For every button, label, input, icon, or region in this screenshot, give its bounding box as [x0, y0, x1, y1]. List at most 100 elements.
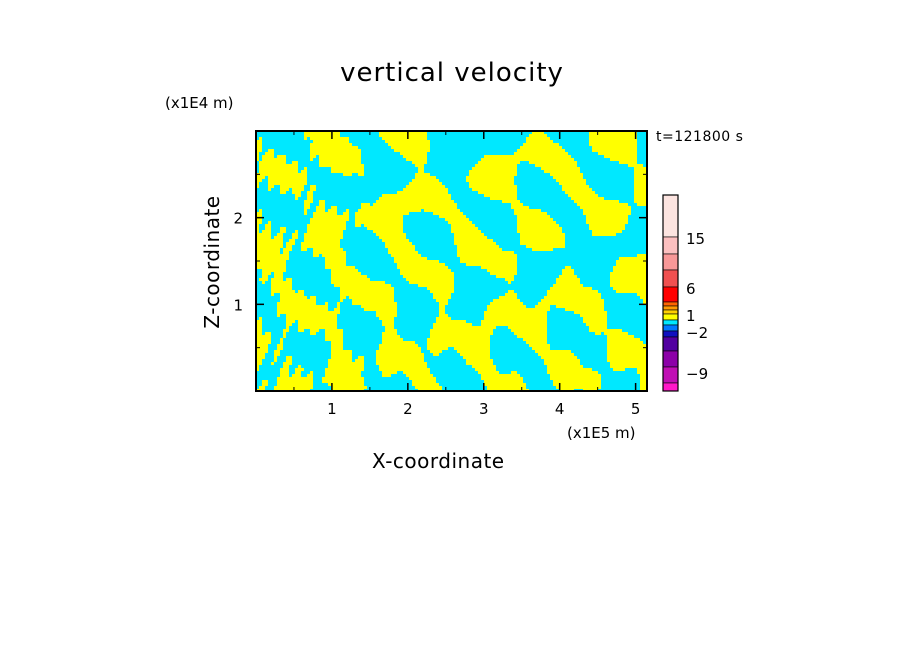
positive-velocity-cell: [301, 248, 307, 251]
positive-velocity-cell: [340, 293, 394, 296]
positive-velocity-cell: [301, 245, 340, 248]
positive-velocity-cell: [256, 257, 289, 260]
positive-velocity-cell: [256, 218, 262, 221]
positive-velocity-cell: [391, 146, 430, 149]
positive-velocity-cell: [259, 317, 262, 320]
positive-velocity-cell: [295, 371, 301, 374]
positive-velocity-cell: [256, 263, 286, 266]
positive-velocity-cell: [481, 320, 547, 323]
positive-velocity-cell: [592, 233, 616, 236]
positive-velocity-cell: [583, 212, 631, 215]
positive-velocity-cell: [403, 371, 430, 374]
positive-velocity-cell: [439, 308, 445, 311]
positive-velocity-cell: [496, 275, 514, 278]
positive-velocity-cell: [280, 374, 289, 377]
positive-velocity-cell: [448, 221, 472, 224]
positive-velocity-cell: [274, 356, 277, 359]
positive-velocity-cell: [526, 137, 550, 140]
positive-velocity-cell: [277, 383, 313, 386]
positive-velocity-cell: [619, 257, 646, 260]
positive-velocity-cell: [298, 329, 304, 332]
positive-velocity-cell: [256, 155, 259, 158]
positive-velocity-cell: [256, 323, 262, 326]
positive-velocity-cell: [505, 278, 514, 281]
positive-velocity-cell: [433, 293, 451, 296]
positive-velocity-cell: [259, 164, 298, 167]
positive-velocity-cell: [532, 131, 544, 134]
positive-velocity-cell: [607, 353, 646, 356]
colorbar: 15 6 1−2 −9: [662, 194, 708, 392]
positive-velocity-cell: [400, 152, 427, 155]
positive-velocity-cell: [577, 203, 628, 206]
colorbar-segment: [662, 330, 679, 338]
positive-velocity-cell: [640, 380, 646, 383]
positive-velocity-cell: [634, 173, 646, 176]
positive-velocity-cell: [382, 338, 403, 341]
positive-velocity-cell: [457, 248, 502, 251]
positive-velocity-cell: [589, 227, 625, 230]
positive-velocity-cell: [268, 221, 271, 224]
positive-velocity-cell: [379, 317, 394, 320]
y-tick-label: 2: [233, 210, 243, 228]
positive-velocity-cell: [619, 161, 637, 164]
positive-velocity-cell: [310, 155, 316, 158]
positive-velocity-cell: [310, 221, 346, 224]
positive-velocity-cell: [607, 335, 634, 338]
positive-velocity-cell: [520, 242, 565, 245]
positive-velocity-cell: [394, 260, 439, 263]
positive-velocity-cell: [607, 344, 646, 347]
positive-velocity-cell: [259, 209, 262, 212]
positive-velocity-cell: [313, 248, 343, 251]
positive-velocity-cell: [331, 206, 337, 209]
positive-velocity-cell: [640, 296, 646, 299]
positive-velocity-cell: [310, 371, 313, 374]
positive-velocity-cell: [319, 155, 361, 158]
positive-velocity-cell: [469, 173, 517, 176]
positive-velocity-cell: [256, 242, 283, 245]
positive-velocity-cell: [277, 380, 313, 383]
positive-velocity-cell: [529, 134, 547, 137]
positive-velocity-cell: [304, 206, 310, 209]
positive-velocity-cell: [454, 233, 484, 236]
positive-velocity-cell: [313, 254, 319, 257]
positive-velocity-cell: [331, 341, 343, 344]
positive-velocity-cell: [280, 371, 289, 374]
positive-velocity-cell: [319, 200, 325, 203]
positive-velocity-cell: [268, 182, 307, 185]
positive-velocity-cell: [550, 374, 601, 377]
positive-velocity-cell: [526, 341, 547, 344]
positive-velocity-cell: [556, 386, 601, 389]
positive-velocity-cell: [382, 335, 400, 338]
positive-velocity-cell: [460, 260, 517, 263]
x-tick-label: 4: [555, 400, 565, 418]
positive-velocity-cell: [457, 254, 517, 257]
colorbar-tick-label: −2: [686, 324, 708, 342]
positive-velocity-cell: [511, 329, 547, 332]
positive-velocity-cell: [313, 140, 349, 143]
positive-velocity-cell: [472, 188, 517, 191]
positive-velocity-cell: [283, 248, 292, 251]
field-background: [256, 131, 647, 391]
positive-velocity-cell: [382, 137, 427, 140]
positive-velocity-cell: [277, 308, 328, 311]
positive-velocity-cell: [502, 200, 520, 203]
positive-velocity-cell: [412, 383, 439, 386]
positive-velocity-cell: [304, 134, 340, 137]
positive-velocity-cell: [283, 329, 289, 332]
positive-velocity-cell: [490, 302, 523, 305]
positive-velocity-cell: [283, 362, 292, 365]
positive-velocity-cell: [376, 233, 406, 236]
positive-velocity-cell: [553, 176, 583, 179]
positive-velocity-cell: [565, 266, 571, 269]
positive-velocity-cell: [589, 137, 637, 140]
positive-velocity-cell: [262, 383, 268, 386]
positive-velocity-cell: [361, 206, 457, 209]
positive-velocity-cell: [409, 377, 436, 380]
positive-velocity-cell: [643, 302, 646, 305]
positive-velocity-cell: [307, 191, 313, 194]
positive-velocity-cell: [319, 164, 364, 167]
positive-velocity-cell: [589, 329, 622, 332]
positive-velocity-cell: [376, 350, 421, 353]
positive-velocity-cell: [397, 263, 445, 266]
positive-velocity-cell: [298, 320, 337, 323]
